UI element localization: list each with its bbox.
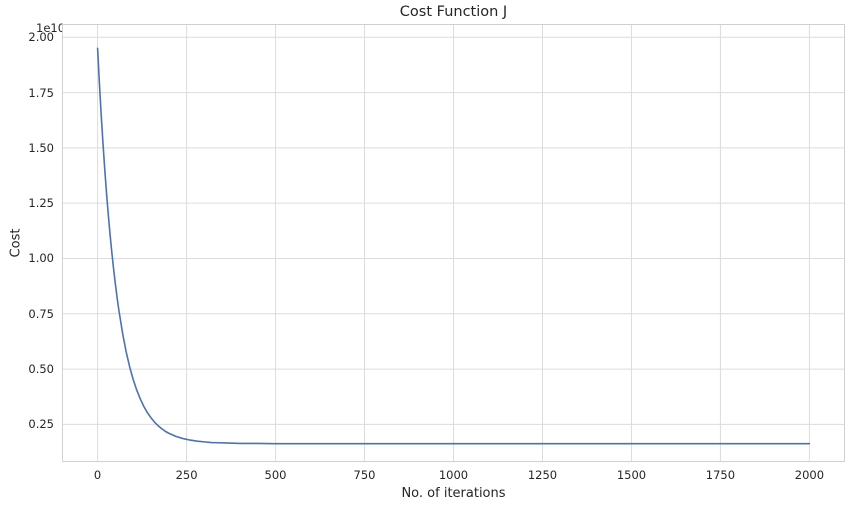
y-tick-label: 1.25: [28, 196, 54, 211]
x-tick-label: 1750: [705, 468, 736, 482]
plot-area: [62, 24, 845, 462]
y-tick-label: 0.75: [28, 306, 54, 321]
x-tick-label: 1000: [438, 468, 469, 482]
x-tick-label: 1500: [616, 468, 647, 482]
chart-title: Cost Function J: [399, 4, 508, 20]
y-axis-offset-label: 1e10: [36, 21, 66, 35]
x-tick-label: 1250: [527, 468, 558, 482]
y-tick-label: 1.75: [28, 85, 54, 100]
x-tick-label: 0: [93, 468, 102, 482]
cost-line-series: [96, 47, 811, 445]
x-tick-label: 2000: [794, 468, 825, 482]
y-tick-label: 0.25: [28, 417, 54, 432]
y-tick-label: 0.50: [28, 362, 54, 377]
x-tick-label: 500: [264, 468, 287, 482]
y-tick-label: 1.00: [28, 251, 54, 266]
x-tick-label: 750: [353, 468, 376, 482]
line-chart-svg: [62, 24, 845, 462]
x-axis-label: No. of iterations: [401, 486, 506, 501]
x-tick-label: 250: [175, 468, 198, 482]
y-tick-label: 2.00: [28, 30, 54, 45]
y-tick-label: 1.50: [28, 140, 54, 155]
plot-border: [62, 24, 845, 462]
